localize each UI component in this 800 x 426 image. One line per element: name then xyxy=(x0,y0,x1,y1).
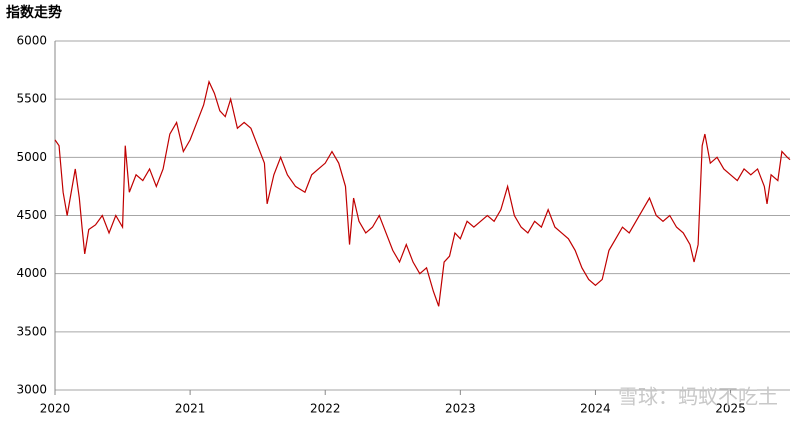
x-tick-label: 2025 xyxy=(715,402,746,416)
chart-title: 指数走势 xyxy=(6,4,62,21)
y-tick-label: 5000 xyxy=(16,150,47,164)
y-tick-label: 5500 xyxy=(16,92,47,106)
x-tick-label: 2024 xyxy=(580,402,611,416)
y-tick-label: 3000 xyxy=(16,383,47,397)
watermark: 雪球：蚂蚁不吃土 xyxy=(618,385,778,409)
y-tick-label: 4000 xyxy=(16,266,47,280)
data-line xyxy=(54,79,791,307)
x-tick-label: 2020 xyxy=(40,402,71,416)
x-tick-label: 2021 xyxy=(175,402,206,416)
y-tick-label: 3500 xyxy=(16,324,47,338)
y-tick-label: 6000 xyxy=(16,34,47,48)
x-tick-label: 2023 xyxy=(445,402,476,416)
y-tick-label: 4500 xyxy=(16,208,47,222)
x-tick-label: 2022 xyxy=(310,402,341,416)
